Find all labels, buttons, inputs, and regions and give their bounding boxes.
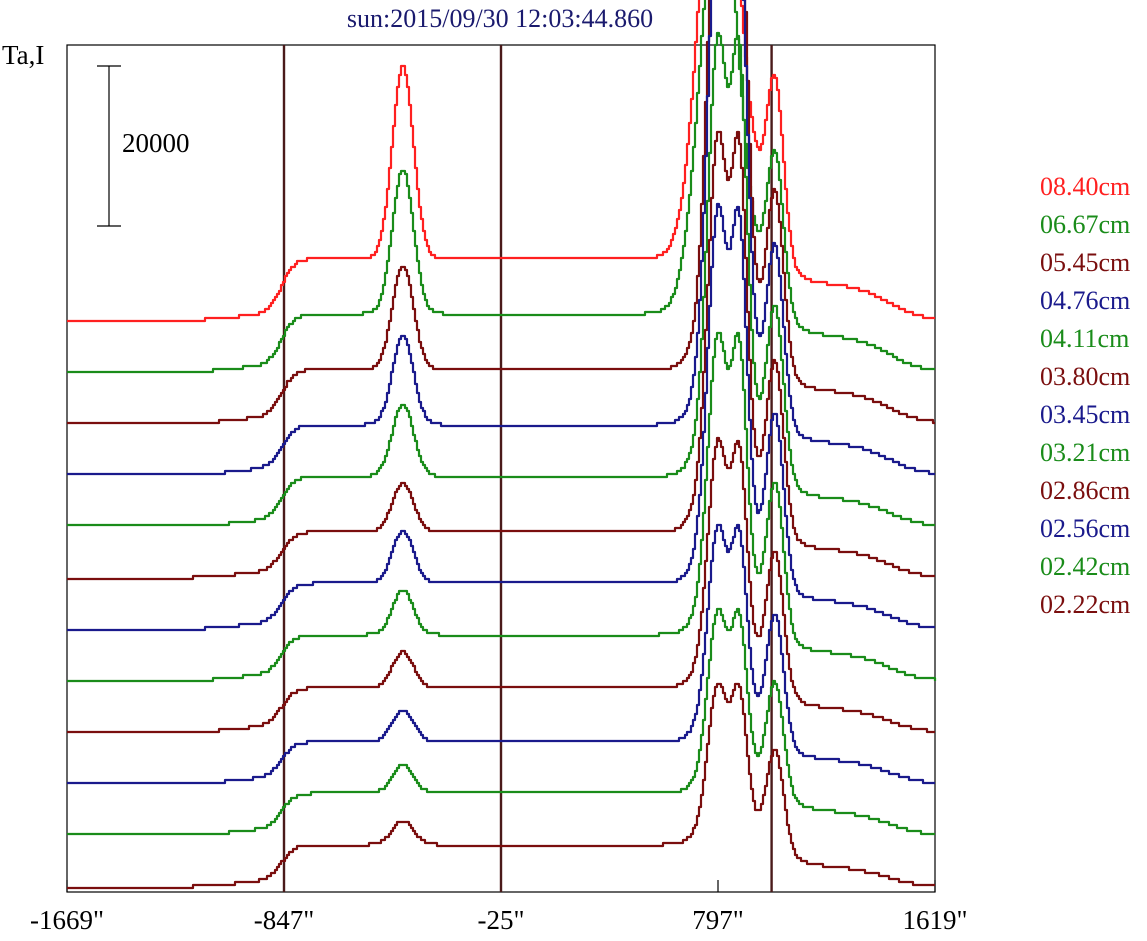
legend-entry-6: 03.45cm: [1040, 400, 1131, 429]
series-line-1: [67, 0, 935, 374]
legend-entry-4: 04.11cm: [1040, 324, 1130, 353]
legend-entry-7: 03.21cm: [1040, 438, 1131, 467]
legend-entry-10: 02.42cm: [1040, 552, 1131, 581]
legend-entry-3: 04.76cm: [1040, 286, 1131, 315]
series-line-10: [67, 607, 935, 836]
series-line-11: [67, 682, 935, 890]
x-tick-label-2: -25": [477, 905, 525, 935]
legend-entry-9: 02.56cm: [1040, 514, 1131, 543]
legend-entry-1: 06.67cm: [1040, 210, 1131, 239]
x-tick-label-0: -1669": [29, 905, 105, 935]
series-line-9: [67, 523, 935, 785]
legend-entry-2: 05.45cm: [1040, 248, 1131, 277]
x-tick-label-4: 1619": [902, 905, 968, 935]
y-axis-label: Ta,I: [2, 40, 45, 70]
legend-entry-5: 03.80cm: [1040, 362, 1131, 391]
series-line-8: [67, 436, 935, 734]
x-tick-label-1: -847": [253, 905, 315, 935]
series-line-7: [67, 331, 937, 683]
series-line-4: [67, 31, 935, 527]
legend-entry-11: 02.22cm: [1040, 590, 1131, 619]
legend-entry-0: 08.40cm: [1040, 172, 1131, 201]
x-tick-label-3: 797": [692, 905, 744, 935]
legend-entry-8: 02.86cm: [1040, 476, 1131, 505]
series-line-6: [67, 202, 935, 632]
scale-bar-label: 20000: [122, 128, 190, 158]
series-line-0: [67, 0, 935, 323]
series-line-3: [67, 0, 935, 476]
legend: 08.40cm 06.67cm 05.45cm 04.76cm 04.11cm 03.80…: [1040, 168, 1130, 624]
series-line-5: [67, 130, 935, 581]
chart-title: sun:2015/09/30 12:03:44.860: [346, 4, 654, 33]
